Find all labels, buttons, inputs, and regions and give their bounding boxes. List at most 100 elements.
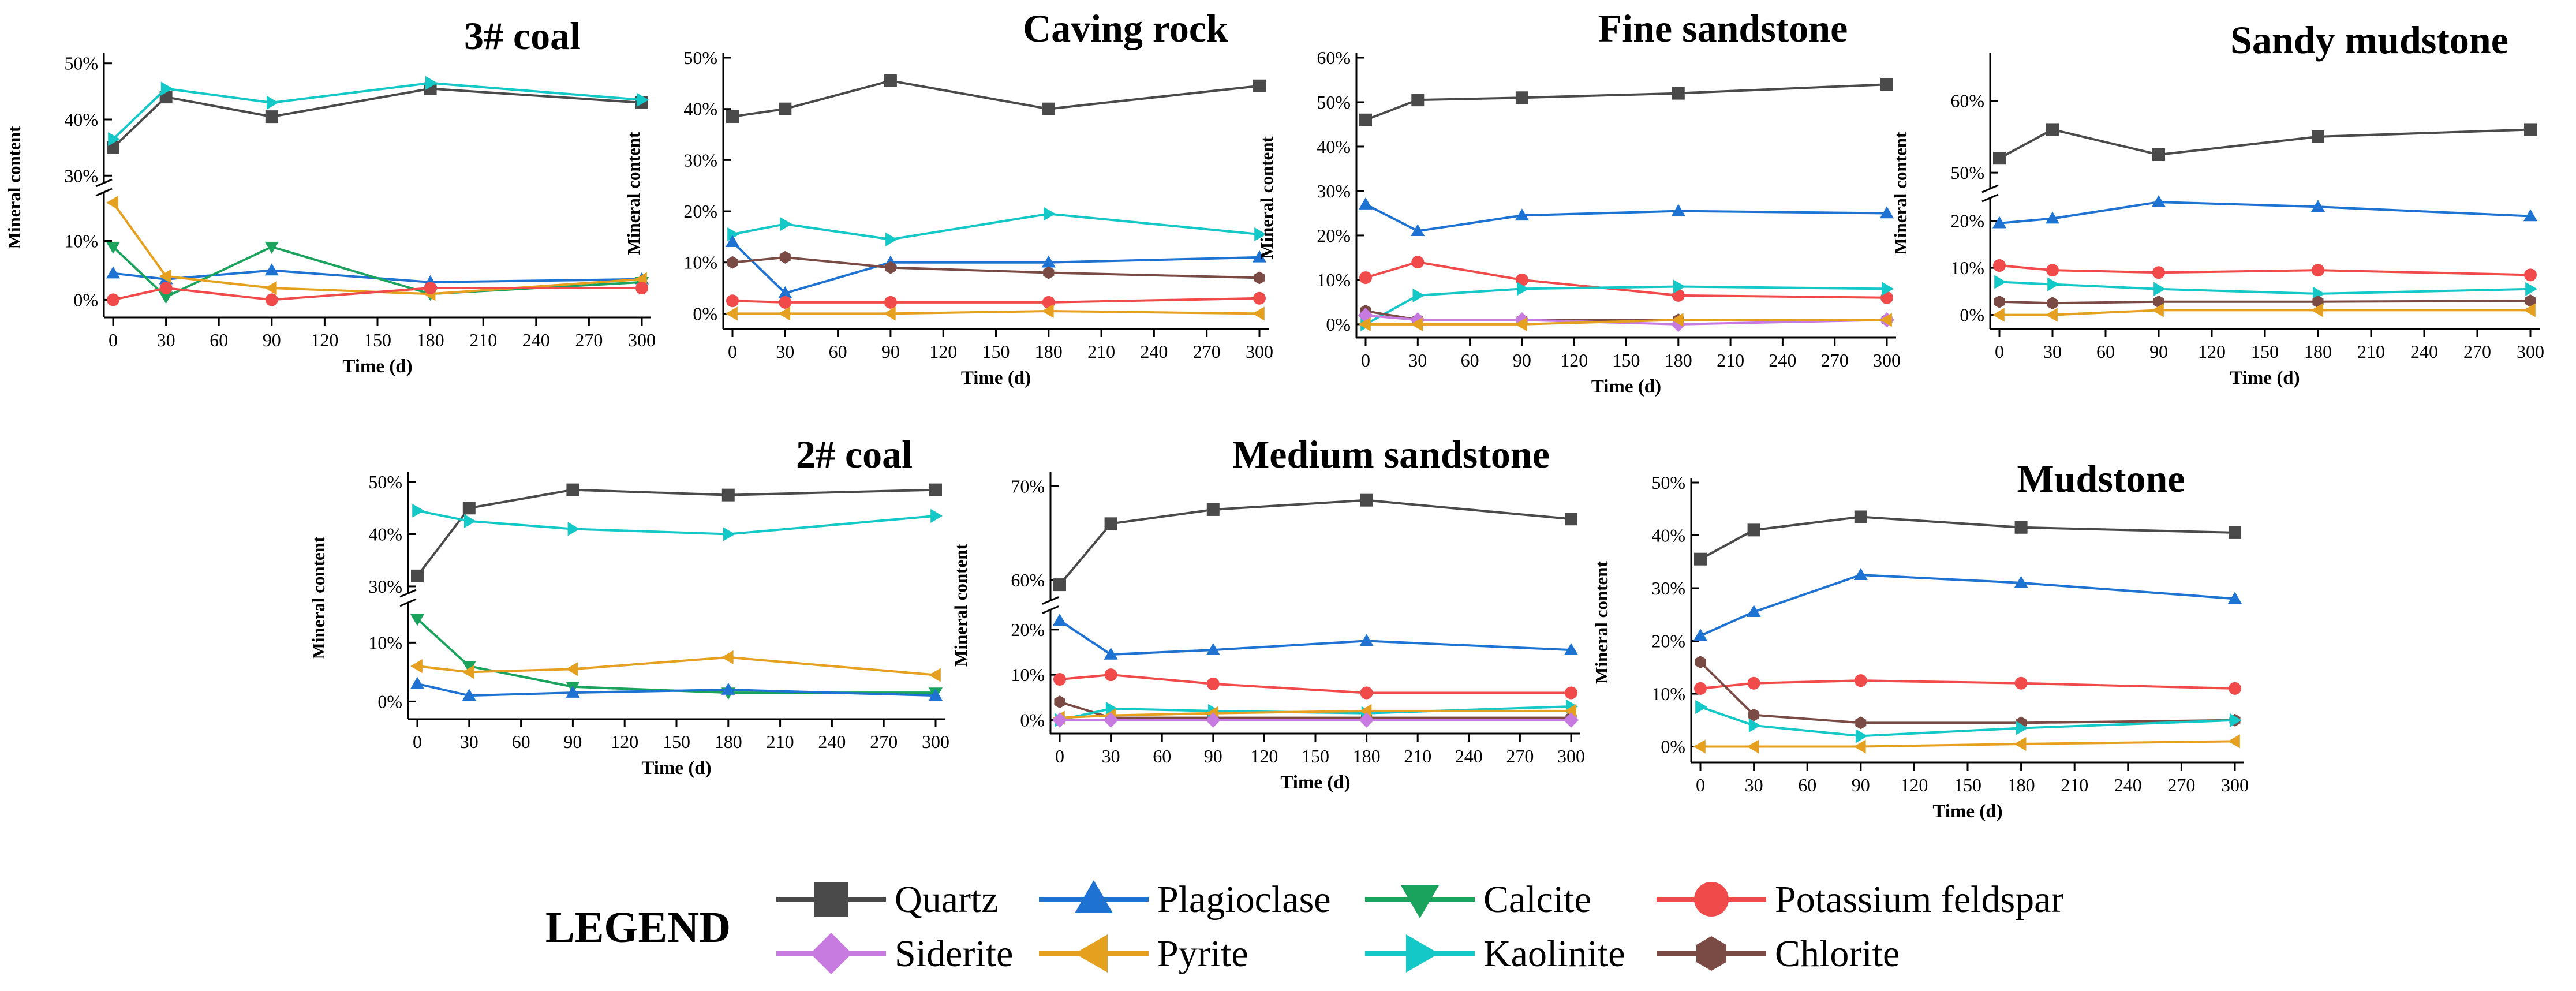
mudstone-series-chlorite-point [1748, 708, 1760, 721]
sandy-mudstone-x-tick-label: 210 [2357, 341, 2385, 362]
medium-sandstone-y-tick-label: 60% [1011, 570, 1045, 590]
sandy-mudstone-series-kaolinite-point [2153, 282, 2166, 296]
caving-rock-series-quartz-point [1253, 79, 1266, 92]
2-coal-x-tick-label: 300 [922, 731, 949, 752]
medium-sandstone-x-tick-label: 300 [1557, 746, 1585, 766]
3-coal-y-tick-label: 30% [64, 165, 98, 186]
mudstone-x-tick-label: 300 [2221, 775, 2249, 795]
medium-sandstone-series-quartz-point [1053, 578, 1066, 592]
2-coal-series-pyrite-point [410, 659, 423, 674]
3-coal-series-plagioclase-point [264, 263, 279, 276]
fine-sandstone-series-pyrite-point [1411, 317, 1423, 332]
3-coal-x-tick-label: 180 [417, 330, 444, 350]
mudstone-y-tick-label: 30% [1651, 578, 1685, 599]
mudstone-series-plagioclase-point [2014, 575, 2028, 588]
medium-sandstone-x-tick-label: 30 [1102, 746, 1120, 766]
2-coal-x-tick-label: 30 [460, 731, 478, 752]
medium-sandstone-x-tick-label: 0 [1055, 746, 1064, 766]
3-coal-series-pyrite-point [106, 196, 118, 210]
caving-rock-series-chlorite-point [885, 261, 896, 274]
legend-item-kaolinite-label: Kaolinite [1483, 933, 1625, 975]
fine-sandstone-series-potassium-feldspar-line [1365, 261, 1887, 299]
2-coal-series-quartz-point [566, 483, 579, 496]
sandy-mudstone-y-tick-label: 50% [1950, 162, 1984, 183]
sandy-mudstone-series-quartz-point [2524, 123, 2537, 136]
mudstone-x-tick-label: 90 [1852, 775, 1870, 795]
2-coal-series-plagioclase-line [417, 682, 936, 697]
3-coal-x-tick-label: 240 [522, 330, 550, 350]
2-coal-x-tick-label: 0 [413, 731, 422, 752]
3-coal-series-potassium-feldspar-point [265, 293, 278, 306]
2-coal-y-tick-label: 10% [368, 632, 402, 653]
3-coal-x-tick-label: 300 [628, 330, 656, 350]
fine-sandstone-series-kaolinite-point [1412, 288, 1425, 302]
mudstone-y-tick-label: 20% [1651, 631, 1685, 652]
sandy-mudstone-y-tick-label: 60% [1950, 91, 1984, 111]
legend-item-pyrite-label: Pyrite [1157, 933, 1248, 975]
fine-sandstone-y-axis-label: Mineral content [1257, 136, 1277, 259]
mudstone-x-tick-label: 180 [2007, 775, 2035, 795]
3-coal-series-kaolinite-point [108, 132, 121, 147]
fine-sandstone-chart: 0% 10% 20% 30% 40% 50% 60% 0 30 60 90 120 150 180 210 2… [1257, 6, 1901, 397]
medium-sandstone-x-tick-label: 240 [1455, 746, 1483, 766]
sandy-mudstone-series-chlorite-point [1994, 295, 2005, 308]
mudstone-series-pyrite-point [2014, 736, 2027, 751]
sandy-mudstone-x-tick-label: 90 [2149, 341, 2168, 362]
mudstone-x-tick-label: 150 [1954, 775, 1981, 795]
2-coal-series-pyrite-point [462, 665, 474, 679]
2-coal-series-plagioclase-point [928, 689, 943, 701]
medium-sandstone-series-quartz-point [1206, 503, 1220, 516]
fine-sandstone-x-tick-label: 300 [1873, 350, 1901, 371]
fine-sandstone-series-plagioclase-point [1879, 206, 1894, 219]
medium-sandstone-x-tick-label: 60 [1153, 746, 1171, 766]
2-coal-y-axis-label: Mineral content [308, 536, 328, 659]
legend: LEGEND Quartz Plagioclase Calcite Potassium … [545, 878, 2063, 975]
mudstone-series-quartz-line [1700, 515, 2235, 560]
mudstone-x-tick-label: 240 [2114, 775, 2142, 795]
medium-sandstone-series-siderite-point [1052, 712, 1068, 728]
caving-rock-series-kaolinite-point [780, 217, 792, 231]
fine-sandstone-series-plagioclase-point [1515, 208, 1529, 221]
legend-item-siderite-marker [810, 933, 852, 974]
fine-sandstone-y-tick-label: 60% [1317, 47, 1351, 68]
caving-rock-series-plagioclase-line [731, 241, 1260, 295]
mudstone-series-plagioclase-point [1693, 629, 1708, 641]
sandy-mudstone-series-pyrite-point [2045, 308, 2058, 322]
3-coal-chart: 0% 10% 30% 40% 50% 0 30 60 90 120 150 180 210 240 270 3… [4, 14, 656, 377]
sandy-mudstone-x-tick-label: 150 [2251, 341, 2279, 362]
3-coal-y-axis-label: Mineral content [4, 126, 24, 249]
caving-rock-x-tick-label: 0 [728, 341, 737, 362]
fine-sandstone-series-quartz-point [1880, 78, 1893, 91]
caving-rock-series-potassium-feldspar-point [779, 296, 792, 309]
2-coal-x-tick-label: 210 [767, 731, 794, 752]
mudstone-series-quartz-point [2014, 521, 2028, 534]
caving-rock-y-tick-label: 40% [683, 99, 717, 119]
medium-sandstone-series-quartz-point [1360, 493, 1373, 507]
3-coal-series-pyrite-point [159, 269, 171, 283]
mudstone-series-quartz-point [1694, 552, 1707, 566]
caving-rock-series-potassium-feldspar-line [732, 297, 1260, 304]
fine-sandstone-x-axis-label: Time (d) [1591, 376, 1661, 397]
mudstone-series-pyrite-point [1693, 739, 1706, 754]
2-coal-series-pyrite-line [417, 656, 936, 676]
mudstone-y-tick-label: 40% [1651, 525, 1685, 546]
sandy-mudstone-y-tick-label: 0% [1960, 305, 1984, 326]
sandy-mudstone-y-axis-label: Mineral content [1890, 132, 1910, 255]
legend-item-plagioclase-label: Plagioclase [1157, 878, 1331, 921]
2-coal-series-kaolinite-point [464, 514, 476, 528]
2-coal-y-tick-label: 0% [377, 691, 402, 712]
3-coal-series-potassium-feldspar-point [424, 282, 437, 295]
2-coal-series-plagioclase-point [410, 676, 425, 689]
2-coal-series-kaolinite-point [567, 522, 580, 536]
caving-rock-series-pyrite-point [1041, 304, 1054, 319]
legend-item-quartz-label: Quartz [895, 878, 999, 921]
mudstone-series-kaolinite-point [1748, 718, 1761, 733]
medium-sandstone-x-tick-label: 120 [1250, 746, 1278, 766]
fine-sandstone-x-tick-label: 90 [1513, 350, 1531, 371]
mudstone-series-plagioclase-point [2227, 592, 2242, 604]
fine-sandstone-x-tick-label: 150 [1613, 350, 1640, 371]
legend-item-kaolinite-marker [1406, 934, 1439, 973]
sandy-mudstone-y-tick-label: 10% [1950, 257, 1984, 278]
sandy-mudstone-series-quartz-line [1999, 128, 2531, 159]
medium-sandstone-series-siderite-point [1563, 712, 1579, 728]
